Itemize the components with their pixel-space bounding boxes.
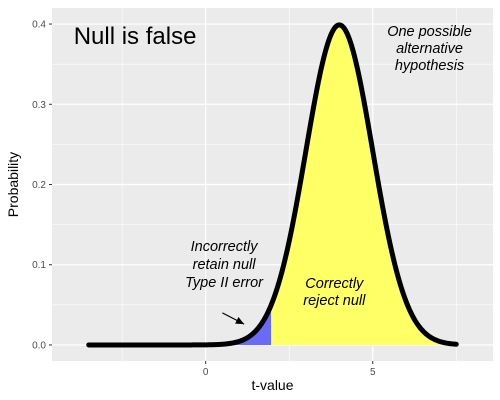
y-tick-label: 0.0 <box>32 340 46 351</box>
arrow-head <box>235 317 245 325</box>
area-correctly-reject <box>271 24 457 345</box>
x-tick-label: 0 <box>203 367 209 378</box>
annotation-type-ii-error: Incorrectly retain null Type II error <box>185 239 264 291</box>
y-axis-title: Probability <box>5 152 21 217</box>
annotation-line: reject null <box>303 293 366 309</box>
annotation-line: retain null <box>193 257 257 273</box>
annotation-line: Incorrectly <box>191 239 259 255</box>
annotation-line: Type II error <box>185 275 264 291</box>
corner-title: Null is false <box>74 23 197 50</box>
y-tick-label: 0.4 <box>32 20 46 31</box>
annotation-line: Correctly <box>305 276 364 292</box>
density-curve <box>86 22 459 348</box>
annotation-line: alternative <box>396 41 463 57</box>
x-axis-title: t-value <box>251 377 293 393</box>
y-tick-label: 0.3 <box>32 100 46 111</box>
y-axis: 0.0 0.1 0.2 0.3 0.4 <box>32 20 52 351</box>
x-tick-label: 5 <box>370 367 376 378</box>
annotation-line: hypothesis <box>395 58 464 74</box>
y-tick-label: 0.1 <box>32 260 46 271</box>
y-tick-label: 0.2 <box>32 180 46 191</box>
annotation-line: One possible <box>387 24 472 40</box>
area-type-ii-error <box>88 305 272 345</box>
